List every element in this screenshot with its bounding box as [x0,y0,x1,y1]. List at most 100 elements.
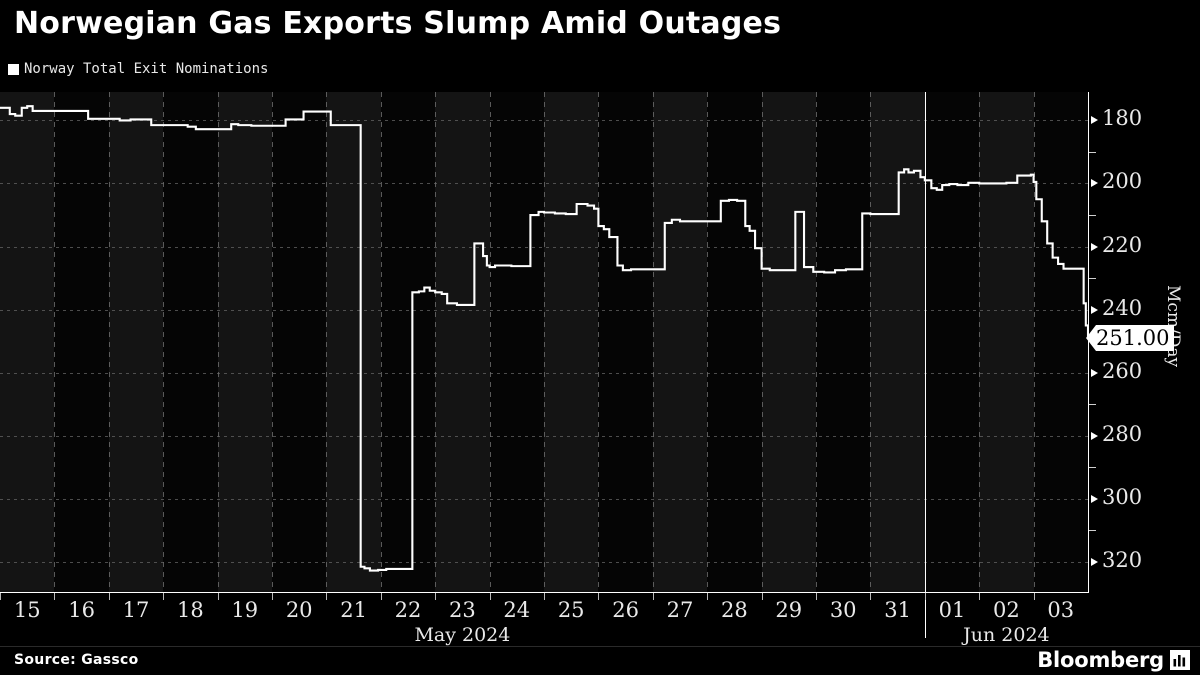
y-tick-arrow-icon [1091,116,1098,125]
y-tick-arrow-icon [1091,305,1098,314]
y-tick-arrow-icon [1091,179,1098,188]
x-tick [925,593,926,600]
y-tick-minor [1089,278,1096,279]
chart-legend: Norway Total Exit Nominations [8,61,268,77]
x-axis-line [0,592,1089,593]
x-axis-tick-label: 28 [721,598,748,622]
x-tick [218,593,219,600]
gridline-vertical [762,92,763,592]
gridline-vertical [979,92,980,592]
y-axis-tick-label: 220 [1102,232,1143,257]
bloomberg-brand: Bloomberg [1037,648,1190,672]
y-tick-minor [1089,215,1096,216]
gridline-vertical [218,92,219,592]
x-tick [0,593,1,600]
day-band [0,92,55,592]
x-axis-tick-label: 21 [340,598,367,622]
x-tick [490,593,491,600]
y-tick-arrow-icon [1091,558,1098,567]
x-axis-tick-label: 31 [884,598,911,622]
x-tick [598,593,599,600]
gridline-vertical [707,92,708,592]
x-tick [1034,593,1035,600]
y-axis-tick-label: 240 [1102,295,1143,320]
gridline-vertical [326,92,327,592]
y-axis-tick-label: 180 [1102,106,1143,131]
x-tick [435,593,436,600]
y-axis-tick-label: 280 [1102,421,1143,446]
x-axis-tick-label: 29 [775,598,803,622]
square-marker-icon [8,63,19,75]
day-band [435,92,490,592]
x-tick [979,593,980,600]
x-tick [381,593,382,600]
day-band [217,92,272,592]
x-axis-tick-label: 15 [13,598,41,622]
day-band [326,92,381,592]
page-title: Norwegian Gas Exports Slump Amid Outages [14,6,782,41]
x-axis-tick-label: 26 [612,598,639,622]
x-tick [870,593,871,600]
footer-divider [0,646,1200,647]
x-tick [54,593,55,600]
gridline-vertical [109,92,110,592]
x-axis-tick-label: 25 [557,598,585,622]
y-tick-minor [1089,530,1096,531]
x-tick [544,593,545,600]
y-tick-arrow-icon [1091,494,1098,503]
gridline-vertical [598,92,599,592]
x-axis-tick-label: 16 [68,598,95,622]
gridline-vertical [381,92,382,592]
last-value-callout: 251.00 [1086,325,1175,352]
x-tick [272,593,273,600]
x-tick [653,593,654,600]
x-axis-tick-label: 01 [938,598,966,622]
day-band [108,92,164,592]
gridline-vertical [544,92,545,592]
y-tick-minor [1089,404,1096,405]
x-tick [109,593,110,600]
x-tick [326,593,327,600]
gridline-vertical [653,92,654,592]
y-tick-minor [1089,467,1096,468]
x-tick [163,593,164,600]
y-axis-tick-label: 320 [1102,548,1143,573]
y-tick-arrow-icon [1091,368,1098,377]
x-axis-tick-label: 23 [449,598,476,622]
x-tick [762,593,763,600]
x-axis-tick-label: 03 [1047,598,1075,622]
gridline-vertical [435,92,436,592]
day-band [652,92,708,592]
callout-value: 251.00 [1096,325,1175,352]
y-axis-tick-label: 200 [1102,169,1143,194]
y-tick-minor [1089,152,1096,153]
month-separator [925,92,926,638]
day-band [544,92,599,592]
x-axis-tick-label: 27 [666,598,694,622]
gridline-vertical [870,92,871,592]
y-axis-tick-label: 300 [1102,484,1143,509]
brand-name: Bloomberg [1037,648,1164,672]
legend-label: Norway Total Exit Nominations [24,61,269,77]
gridline-vertical [816,92,817,592]
source-note: Source: Gassco [14,652,139,668]
x-axis-tick-label: 18 [177,598,204,622]
x-axis-tick-label: 17 [122,598,150,622]
plot-area [0,92,1088,592]
x-axis-tick-label: 22 [394,598,422,622]
gridline-vertical [54,92,55,592]
gridline-vertical [1034,92,1035,592]
bloomberg-bars-icon [1170,650,1190,670]
gridline-vertical [490,92,491,592]
y-tick-arrow-icon [1091,242,1098,251]
y-axis-tick-label: 260 [1102,358,1143,383]
x-axis-tick-label: 30 [829,598,857,622]
x-axis-tick-label: 24 [503,598,531,622]
x-tick [707,593,708,600]
callout-arrow-icon [1086,325,1096,352]
x-tick [816,593,817,600]
gridline-vertical [272,92,273,592]
gridline-vertical [163,92,164,592]
month-label: May 2024 [414,624,511,646]
